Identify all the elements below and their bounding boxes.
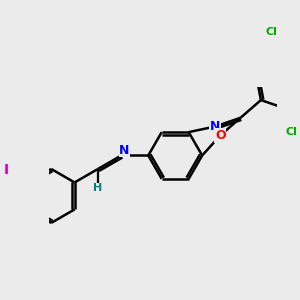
- Text: N: N: [210, 120, 220, 133]
- Text: H: H: [93, 183, 103, 193]
- Text: O: O: [215, 129, 226, 142]
- Text: N: N: [119, 144, 130, 157]
- Text: Cl: Cl: [266, 27, 278, 37]
- Text: I: I: [4, 163, 9, 177]
- Text: Cl: Cl: [285, 128, 297, 137]
